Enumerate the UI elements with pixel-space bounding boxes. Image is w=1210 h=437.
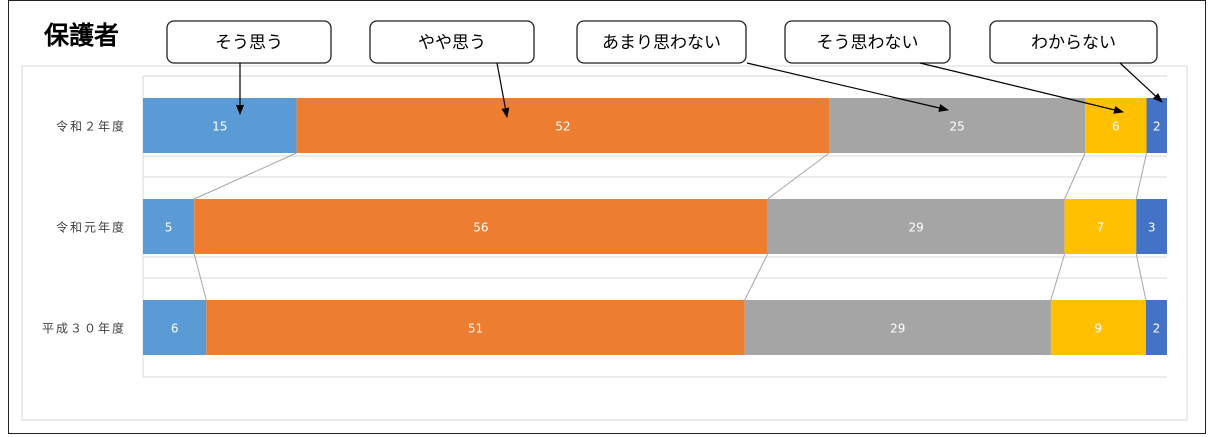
series-line [1050, 253, 1066, 301]
data-label: 3 [1148, 221, 1156, 235]
data-label: 52 [555, 120, 570, 134]
series-line [1135, 253, 1147, 301]
data-label: 7 [1097, 221, 1105, 235]
bar-segment [744, 300, 1051, 355]
bar-segment [206, 300, 745, 355]
data-label: 25 [949, 120, 964, 134]
bar-segment [1146, 98, 1167, 153]
callout-arrow [496, 62, 510, 118]
bar-segment [1050, 300, 1146, 355]
series-line [767, 152, 830, 200]
category-label: 平成３０年度 [42, 321, 126, 336]
legend-callout [369, 20, 535, 64]
legend-label: そう思う [215, 33, 283, 53]
series-line [1064, 152, 1086, 200]
bar-segment [1064, 199, 1137, 254]
bar-segment [767, 199, 1065, 254]
data-label: 15 [212, 120, 227, 134]
data-label: 6 [171, 322, 179, 336]
legend-label: わからない [1031, 33, 1116, 53]
bar-segment [143, 98, 297, 153]
bar-segment [1136, 199, 1167, 254]
data-label: 29 [908, 221, 923, 235]
chart-title: 保護者 [43, 21, 119, 50]
data-label: 2 [1153, 120, 1161, 134]
legend-callout [989, 20, 1158, 64]
bar-segment [296, 98, 830, 153]
chart-area-border [21, 65, 1188, 421]
data-label: 51 [468, 322, 483, 336]
bar-segment [1145, 300, 1167, 355]
bar-segment [143, 199, 195, 254]
series-line [1135, 152, 1148, 200]
data-label: 56 [473, 221, 488, 235]
data-label: 29 [890, 322, 905, 336]
legend-label: やや思う [418, 33, 486, 53]
data-label: 9 [1095, 322, 1103, 336]
legend-callout [166, 20, 332, 64]
data-label: 6 [1112, 120, 1120, 134]
data-label: 2 [1153, 322, 1161, 336]
callout-arrow [919, 62, 1124, 114]
legend-callout [576, 20, 747, 64]
series-line [744, 253, 769, 301]
category-label: 令和元年度 [56, 220, 126, 235]
callout-arrow [746, 62, 949, 112]
data-label: 5 [165, 221, 173, 235]
legend-label: あまり思わない [602, 33, 721, 53]
bar-segment [143, 300, 207, 355]
series-line [193, 152, 297, 200]
legend-callout [784, 20, 951, 64]
bar-segment [194, 199, 768, 254]
legend-label: そう思わない [817, 33, 919, 53]
category-label: 令和２年度 [56, 119, 126, 134]
callout-arrow [1119, 62, 1163, 103]
bar-segment [829, 98, 1086, 153]
series-line [193, 253, 207, 301]
